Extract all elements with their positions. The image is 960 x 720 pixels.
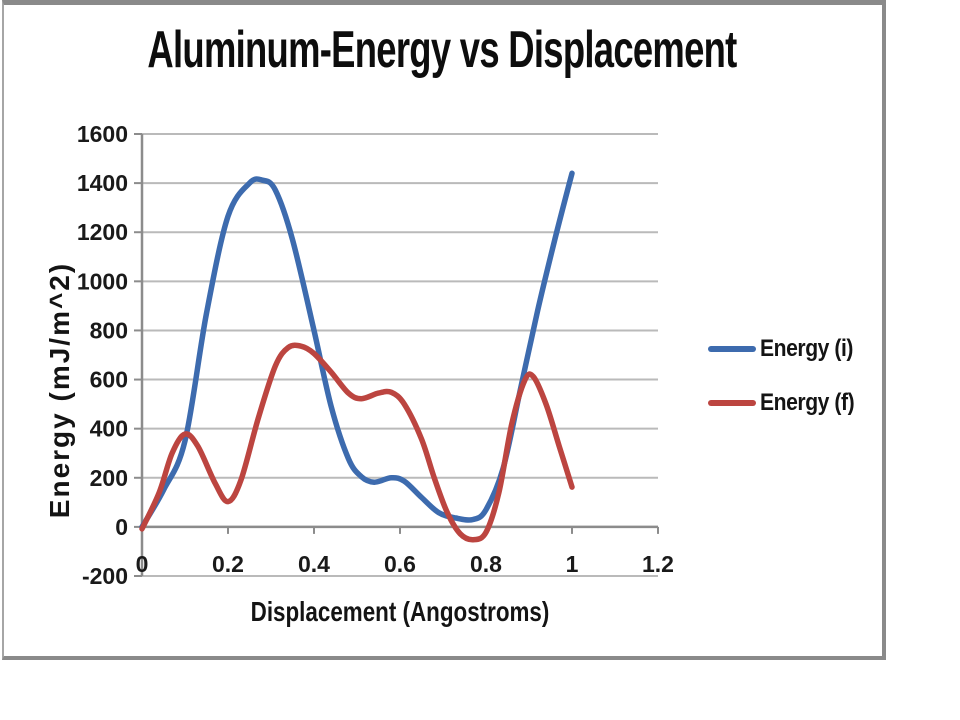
x-tick-label: 1 [566, 551, 579, 577]
x-tick-label: 0.8 [470, 551, 502, 577]
y-tick-label: 1600 [77, 121, 128, 147]
x-axis-title: Displacement (Angostroms) [250, 596, 550, 627]
legend-label-energy-f: Energy (f) [760, 389, 855, 416]
y-tick-label: 600 [90, 367, 128, 393]
plot-area: -200 0 200 400 600 800 1000 1200 1400 1600 0 0.2 0.4… [77, 121, 674, 589]
x-tick-label: 1.2 [642, 551, 674, 577]
series-line-energy-f [139, 342, 575, 543]
y-tick-label: -200 [82, 563, 128, 589]
legend-line-energy-f-icon [708, 400, 756, 406]
gridlines [142, 133, 658, 577]
legend-label-energy-i: Energy (i) [760, 335, 854, 362]
y-tick-label: 200 [90, 465, 128, 491]
legend-item-energy-i: Energy (i) [708, 335, 867, 363]
x-tick-label: 0.4 [298, 551, 330, 577]
y-tick-label: 1000 [77, 268, 128, 294]
x-tick-label: 0.6 [384, 551, 416, 577]
series-line-energy-i [139, 170, 575, 530]
y-tick-label: 0 [115, 514, 128, 540]
y-tick-label: 1200 [77, 219, 128, 245]
y-tick-label: 800 [90, 317, 128, 343]
legend: Energy (i) Energy (f) [708, 335, 867, 417]
x-tick-labels: 0 0.2 0.4 0.6 0.8 1 1.2 [136, 551, 674, 577]
y-tick-label: 1400 [77, 170, 128, 196]
x-tick-label: 0 [136, 551, 149, 577]
legend-item-energy-f: Energy (f) [708, 389, 867, 417]
y-tick-label: 400 [90, 416, 128, 442]
chart-title: Aluminum-Energy vs Displacement [147, 21, 737, 79]
y-tick-labels: -200 0 200 400 600 800 1000 1200 1400 1600 [77, 121, 128, 589]
x-tick-label: 0.2 [212, 551, 244, 577]
axes [134, 133, 659, 577]
legend-line-energy-i-icon [708, 346, 756, 352]
